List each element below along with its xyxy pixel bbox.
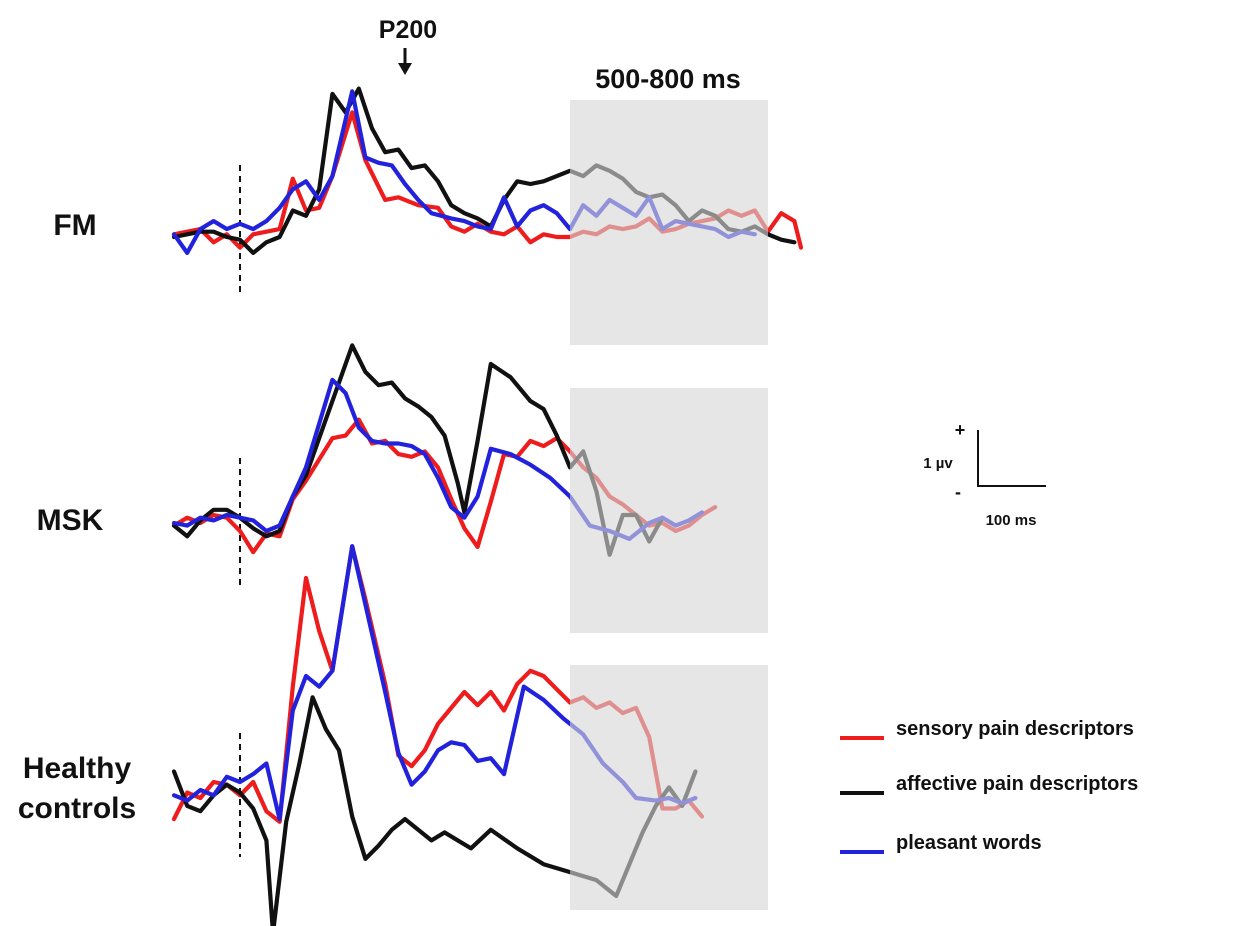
panel-healthy-controls xyxy=(171,544,768,926)
scale-bar-minus: - xyxy=(955,482,961,502)
scale-bar-plus: + xyxy=(955,420,966,440)
panel-fm xyxy=(171,86,804,345)
scale-bar-amplitude-label: 1 µv xyxy=(923,455,953,472)
legend-item: pleasant words xyxy=(840,832,1042,854)
legend: sensory pain descriptors affective pain d… xyxy=(840,718,1138,854)
legend-label: sensory pain descriptors xyxy=(896,718,1134,740)
panel-label-healthy: Healthy controls xyxy=(18,752,136,825)
analysis-window xyxy=(570,100,768,345)
legend-item: sensory pain descriptors xyxy=(840,718,1134,740)
analysis-window xyxy=(570,665,768,910)
panel-label-fm: FM xyxy=(53,209,96,242)
scale-bar-time-label: 100 ms xyxy=(986,512,1037,529)
peak-label: P200 xyxy=(379,16,437,44)
window-label: 500-800 ms xyxy=(595,64,741,94)
panel-label-msk: MSK xyxy=(37,504,104,537)
legend-item: affective pain descriptors xyxy=(840,773,1138,795)
legend-label: pleasant words xyxy=(896,832,1042,854)
analysis-window xyxy=(570,388,768,633)
arrow-down-icon xyxy=(398,48,412,75)
scale-bar: + 1 µv - 100 ms xyxy=(923,420,1046,529)
panel-msk xyxy=(171,343,768,633)
legend-label: affective pain descriptors xyxy=(896,773,1138,795)
panels xyxy=(171,86,804,926)
